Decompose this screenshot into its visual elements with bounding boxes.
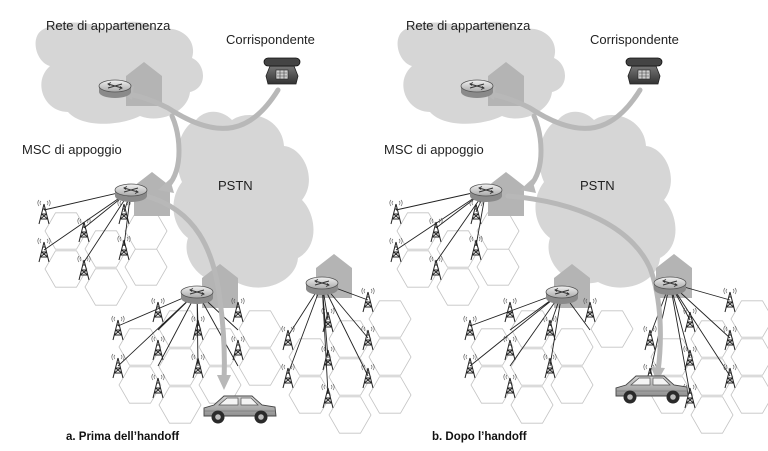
correspondent-label: Corrispondente — [590, 32, 679, 47]
cell-tower-icon — [463, 315, 477, 341]
panel-b: Rete di appartenenza Corrispondente MSC … — [384, 18, 768, 443]
cell-tower-icon — [643, 325, 657, 351]
home-network-label: Rete di appartenenza — [406, 18, 531, 33]
cell-tower-icon — [151, 297, 165, 323]
call-path — [120, 86, 281, 390]
router-icon — [545, 285, 579, 305]
router-icon — [469, 183, 503, 203]
cell-cluster — [396, 212, 520, 306]
correspondent-label: Corrispondente — [226, 32, 315, 47]
home-network-label: Rete di appartenenza — [46, 18, 171, 33]
pstn-cloud — [535, 111, 676, 288]
home-network-cloud — [35, 21, 203, 124]
router-icon — [114, 183, 148, 203]
cell-cluster — [288, 300, 412, 434]
panel-a-caption: a. Prima dell’handoff — [66, 431, 179, 443]
cell-tower-icon — [389, 199, 403, 225]
panel-b-caption: b. Dopo l’handoff — [432, 431, 527, 443]
router-icon — [98, 79, 132, 99]
router-icon — [460, 79, 494, 99]
cell-tower-icon — [37, 199, 51, 225]
cell-cluster — [650, 300, 768, 434]
router-icon — [180, 285, 214, 305]
cell-tower-icon — [111, 315, 125, 341]
pstn-label: PSTN — [580, 178, 615, 193]
telephone-icon — [263, 57, 301, 85]
anchor-msc-label: MSC di appoggio — [384, 142, 484, 157]
router-icon — [653, 276, 687, 296]
router-icon — [305, 276, 339, 296]
cell-links — [43, 189, 369, 395]
cell-tower-icon — [281, 363, 295, 389]
home-network-cloud — [397, 21, 565, 124]
telephone-icon — [625, 57, 663, 85]
anchor-msc-label: MSC di appoggio — [22, 142, 122, 157]
pstn-cloud — [173, 111, 314, 288]
pstn-label: PSTN — [218, 178, 253, 193]
cell-cluster — [44, 212, 168, 306]
panel-a: Rete di appartenenza Corrispondente MSC … — [22, 18, 412, 443]
